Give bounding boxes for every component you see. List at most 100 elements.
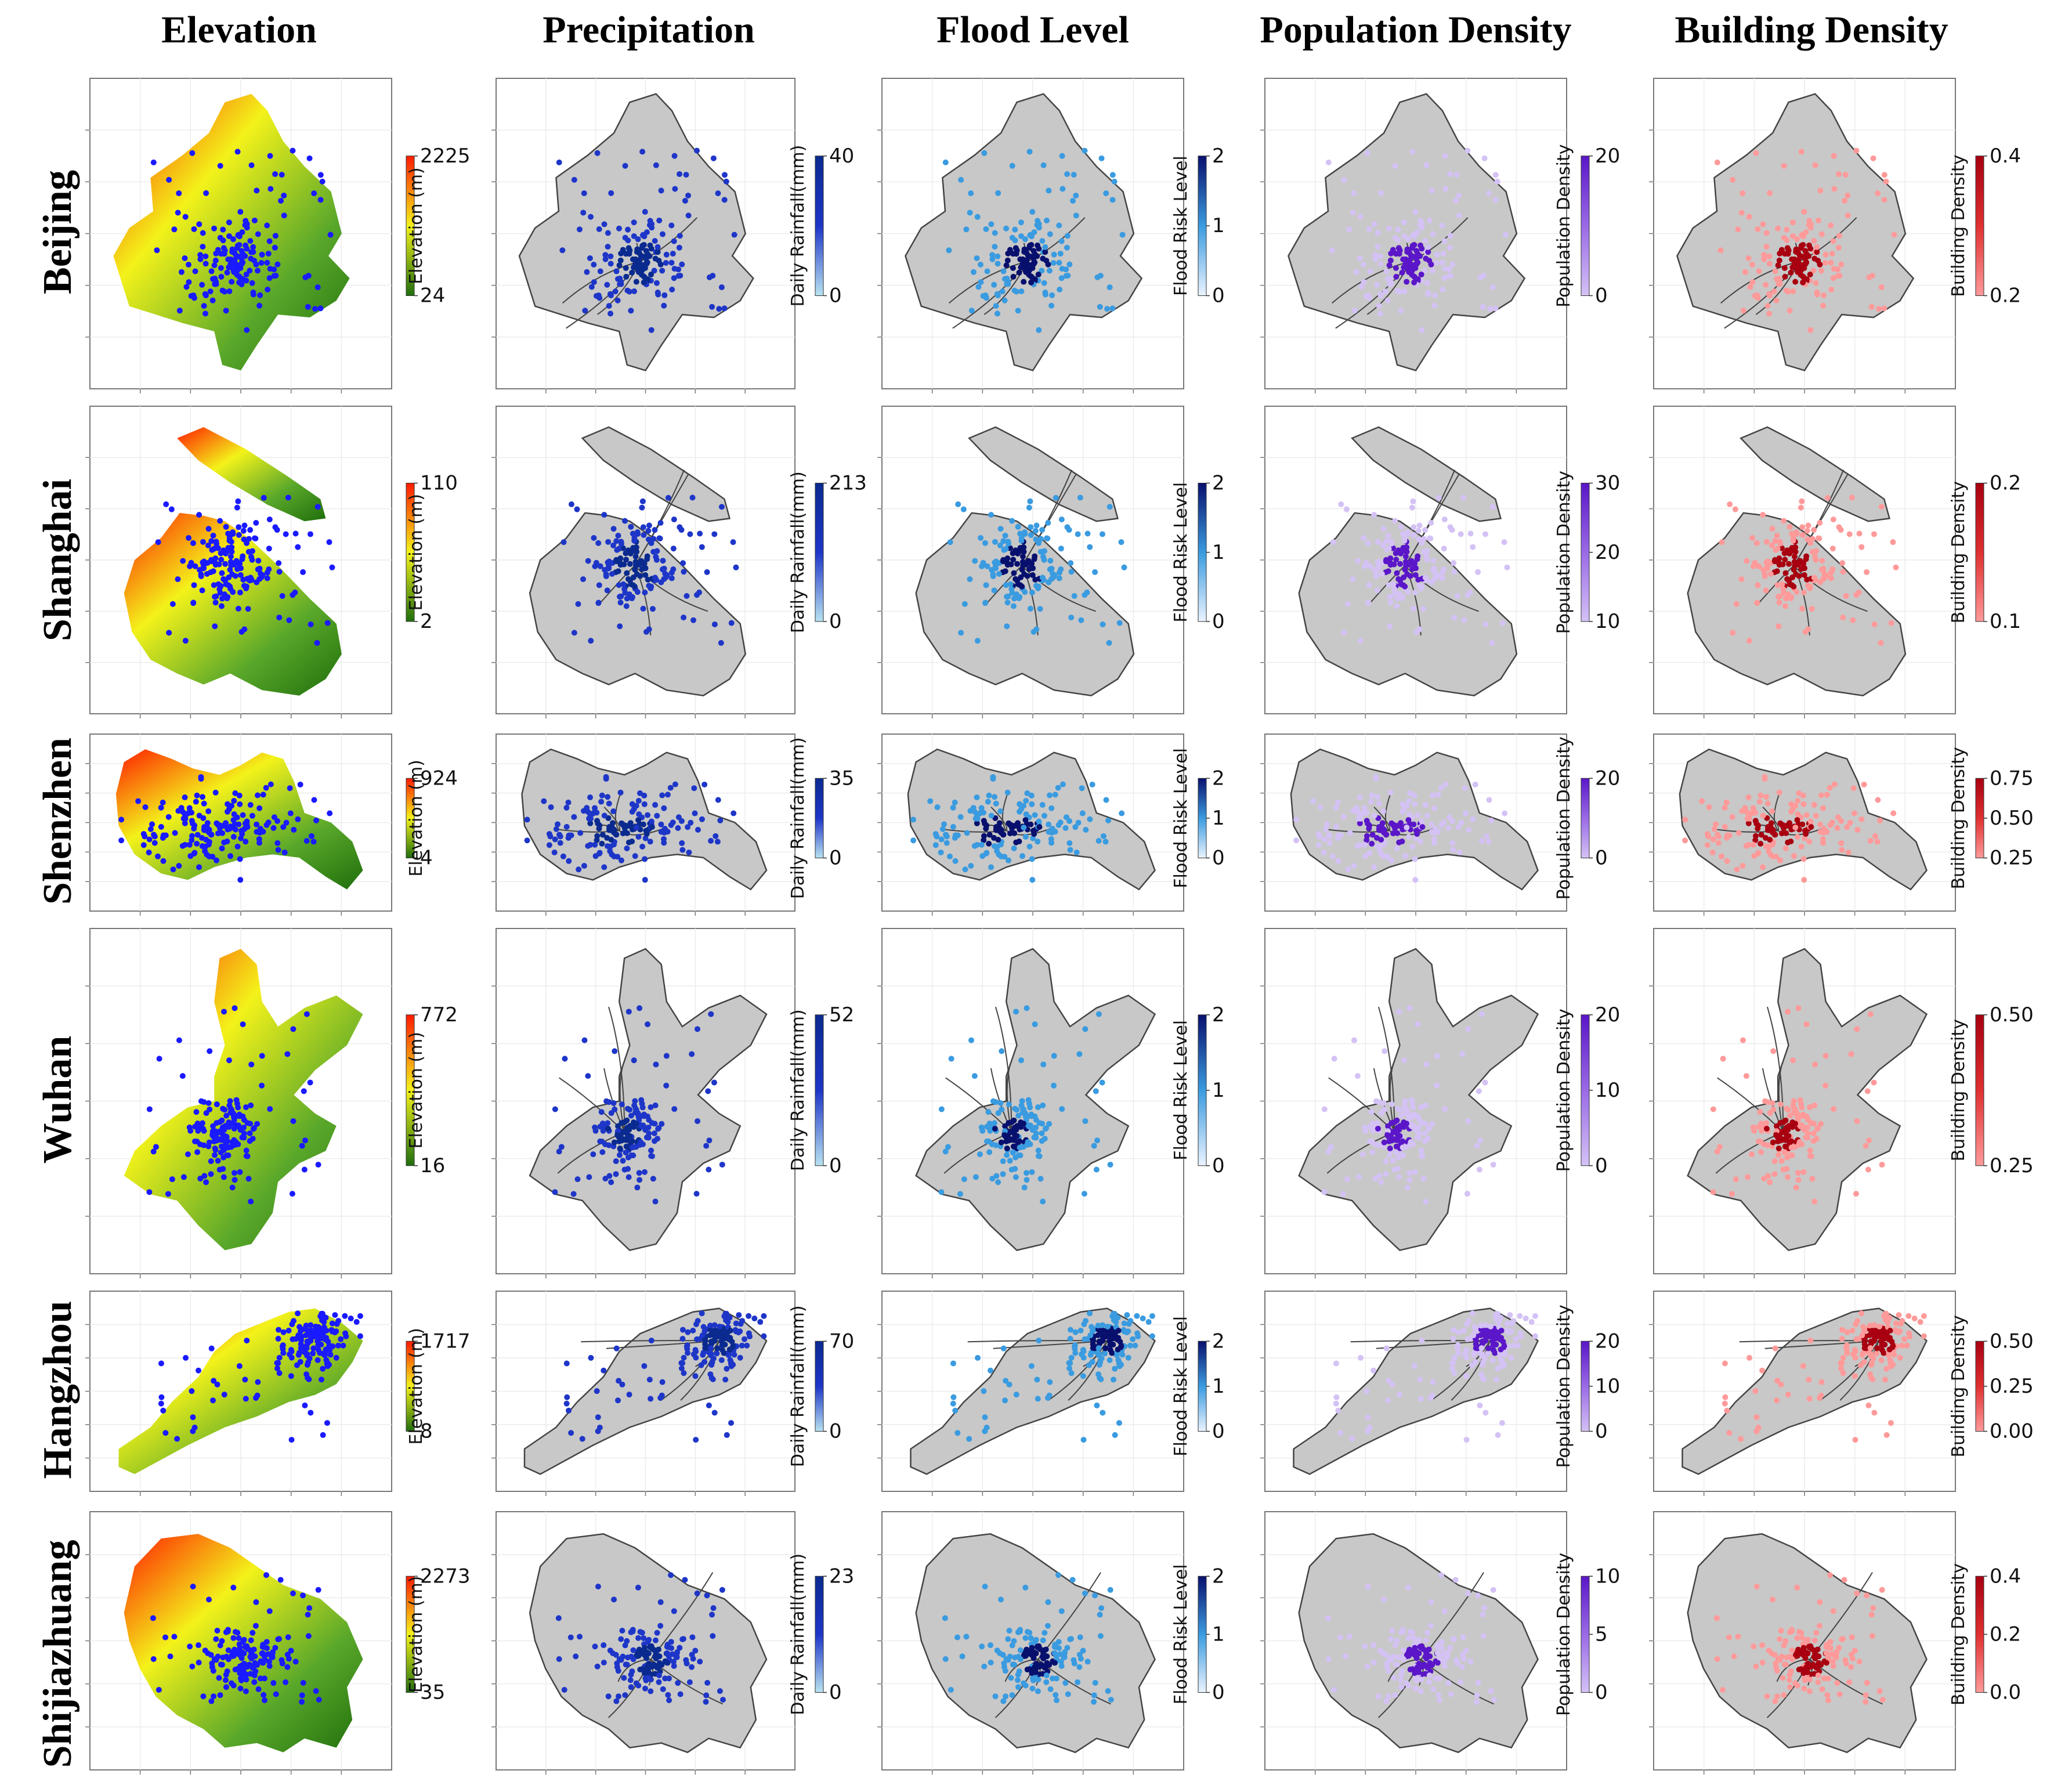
station-point xyxy=(288,1347,294,1353)
station-point xyxy=(1740,863,1746,869)
station-point xyxy=(694,1026,700,1032)
station-point xyxy=(305,273,312,279)
station-point xyxy=(1378,836,1384,843)
station-point xyxy=(608,836,614,843)
station-point xyxy=(1764,303,1771,309)
station-point xyxy=(1840,615,1846,621)
station-point xyxy=(1858,1310,1865,1317)
station-point xyxy=(1028,792,1035,798)
station-point xyxy=(264,575,270,581)
station-point xyxy=(1752,837,1759,843)
station-point xyxy=(1394,845,1400,851)
station-point xyxy=(267,186,274,192)
station-point xyxy=(310,1345,317,1352)
station-point xyxy=(1422,574,1429,581)
station-point xyxy=(706,1349,713,1356)
station-point xyxy=(1711,826,1717,832)
station-point xyxy=(1792,264,1799,270)
station-point xyxy=(1786,821,1792,828)
station-point xyxy=(1905,1313,1912,1319)
station-point xyxy=(1420,536,1427,542)
station-point xyxy=(616,225,622,232)
station-point xyxy=(315,1587,321,1593)
station-point xyxy=(234,243,241,249)
station-point xyxy=(1752,833,1759,839)
station-point xyxy=(1442,186,1449,192)
station-point xyxy=(692,1373,699,1379)
station-point xyxy=(974,255,980,261)
station-point xyxy=(1460,1327,1467,1334)
station-point xyxy=(1882,1310,1889,1317)
station-point xyxy=(249,1629,256,1636)
station-point xyxy=(605,1693,612,1700)
station-point xyxy=(303,837,310,844)
station-point xyxy=(1418,1104,1424,1111)
station-point xyxy=(618,593,624,599)
station-point xyxy=(684,1346,690,1352)
station-point xyxy=(250,291,256,298)
station-point xyxy=(1068,560,1074,566)
station-point xyxy=(697,530,703,537)
station-point xyxy=(1401,219,1407,226)
station-point xyxy=(1350,576,1356,583)
colorbar xyxy=(406,483,415,622)
station-point xyxy=(971,1073,978,1079)
region-outline xyxy=(1290,748,1539,891)
station-point xyxy=(212,599,219,606)
station-point xyxy=(979,1128,986,1134)
station-point xyxy=(1836,233,1842,239)
station-point xyxy=(1381,1139,1387,1146)
station-point xyxy=(1079,785,1085,792)
station-point xyxy=(631,233,637,239)
station-point xyxy=(592,1643,598,1650)
station-point xyxy=(1087,816,1093,822)
station-point xyxy=(198,774,204,780)
station-point xyxy=(1865,1349,1872,1356)
station-point xyxy=(660,1686,666,1692)
station-point xyxy=(623,1150,629,1156)
station-point xyxy=(1763,1120,1769,1126)
station-point xyxy=(580,209,587,216)
station-point xyxy=(313,1688,319,1694)
station-point xyxy=(274,840,281,846)
station-point xyxy=(721,172,728,178)
station-point xyxy=(584,269,590,275)
station-point xyxy=(285,1327,292,1334)
station-point xyxy=(984,1123,990,1130)
station-point xyxy=(287,810,294,816)
station-point xyxy=(1042,1136,1048,1142)
station-point xyxy=(617,1145,623,1151)
station-point xyxy=(308,1322,314,1328)
station-point xyxy=(1028,279,1035,286)
station-point xyxy=(1354,1073,1361,1079)
station-point xyxy=(201,303,207,309)
station-point xyxy=(1419,1338,1425,1344)
station-point xyxy=(1489,1357,1496,1363)
station-point xyxy=(599,1149,606,1155)
station-point xyxy=(218,273,225,280)
station-point xyxy=(626,251,632,257)
station-point xyxy=(222,550,229,557)
station-point xyxy=(1374,1120,1380,1126)
station-point xyxy=(1532,1313,1538,1319)
station-point xyxy=(608,292,614,299)
station-point xyxy=(1011,830,1018,836)
station-point xyxy=(1399,838,1405,844)
station-point xyxy=(728,1420,735,1426)
station-point xyxy=(1751,1128,1758,1134)
station-point xyxy=(1764,800,1771,807)
station-point xyxy=(1032,812,1038,818)
station-point xyxy=(676,244,682,251)
station-point xyxy=(993,558,999,565)
station-point xyxy=(1824,494,1831,501)
colorbar-tick: 52 xyxy=(829,1003,854,1027)
station-point xyxy=(201,823,208,830)
colorbar-label: Flood Risk Level xyxy=(1171,156,1191,296)
colorbar xyxy=(406,1340,415,1432)
station-point xyxy=(1816,535,1823,541)
station-point xyxy=(169,601,176,607)
station-point xyxy=(314,1330,321,1336)
station-point xyxy=(275,847,281,853)
